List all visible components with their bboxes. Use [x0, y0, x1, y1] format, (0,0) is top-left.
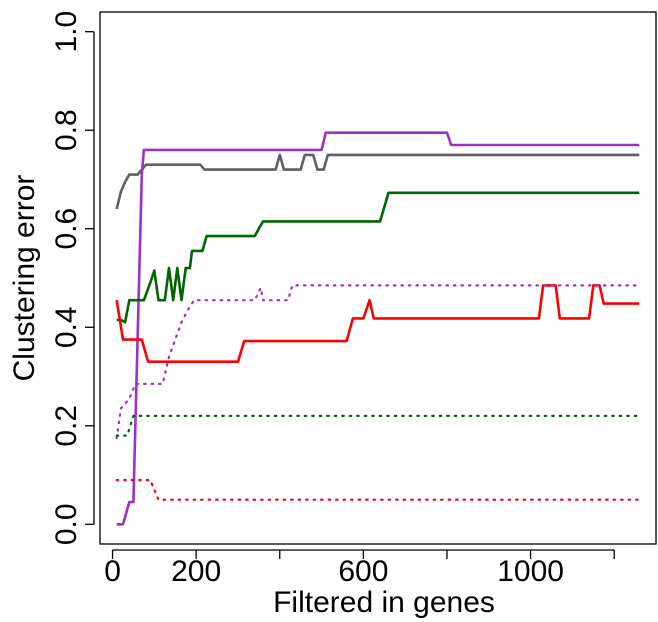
y-axis-label: Clustering error: [8, 175, 41, 382]
series-line-2-solid: [116, 131, 640, 526]
x-tick-label: 600: [338, 555, 388, 588]
x-tick-label: 0: [104, 555, 121, 588]
series-line-1-solid: [115, 153, 640, 210]
series-line-4-solid: [115, 284, 640, 363]
y-tick-label: 0.2: [50, 405, 83, 447]
y-tick-label: 0.6: [50, 208, 83, 250]
series-line-3-solid: [116, 191, 640, 324]
series-line-5-dotted: [115, 284, 641, 440]
x-axis-label: Filtered in genes: [273, 586, 495, 619]
x-tick-label: 200: [171, 555, 221, 588]
x-axis: 0 200 600 1000: [104, 549, 615, 588]
series-layer: [115, 131, 641, 526]
series-line-7-dotted: [115, 478, 641, 501]
y-axis: 0.0 0.2 0.4 0.6 0.8 1.0: [50, 11, 95, 545]
y-tick-label: 0.8: [50, 109, 83, 151]
plot-frame: [99, 11, 657, 545]
y-tick-label: 0.4: [50, 306, 83, 348]
x-tick-label: 1000: [497, 555, 564, 588]
y-tick-label: 0.0: [50, 503, 83, 545]
y-tick-label: 1.0: [50, 11, 83, 53]
series-line-6-dotted: [115, 414, 641, 437]
